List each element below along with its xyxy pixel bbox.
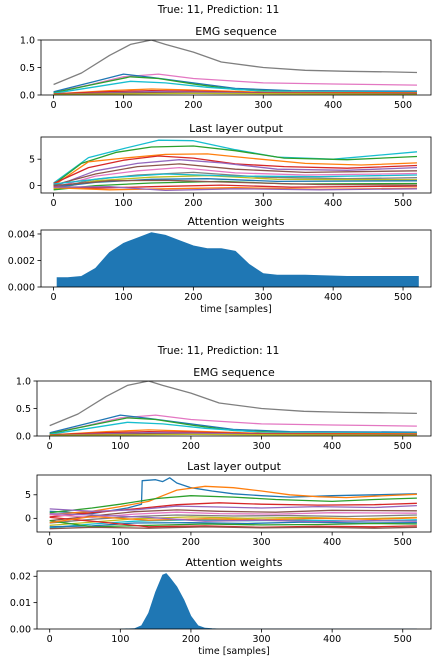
panel-title-6: Attention weights bbox=[185, 556, 282, 569]
y-tick-label-6-3: 0.02 bbox=[10, 572, 31, 583]
x-tick-label-4-6: 500 bbox=[394, 441, 412, 452]
axes-frame-2 bbox=[40, 136, 432, 194]
series-line-5-12 bbox=[49, 520, 417, 528]
series-line-4-10 bbox=[49, 433, 417, 436]
x-tick-label-3-5: 400 bbox=[324, 292, 342, 303]
attention-area-6 bbox=[120, 573, 417, 629]
x-tick-label-1-4: 300 bbox=[254, 100, 272, 111]
series-line-2-12 bbox=[53, 184, 418, 189]
y-tick-label-5-1: 0 bbox=[25, 514, 31, 525]
series-line-4-5 bbox=[49, 421, 417, 436]
x-tick-label-3-4: 300 bbox=[254, 292, 272, 303]
series-line-2-2 bbox=[53, 145, 418, 186]
series-line-5-8 bbox=[49, 514, 417, 524]
axes-frame-5 bbox=[36, 474, 432, 533]
series-line-2-1 bbox=[53, 139, 418, 184]
y-tick-label-4-2: 0.5 bbox=[16, 404, 31, 415]
x-tick-label-3-6: 500 bbox=[394, 292, 412, 303]
series-line-2-5 bbox=[53, 159, 418, 188]
x-tick-label-5-3: 200 bbox=[182, 537, 200, 548]
y-tick-label-2-1: 0 bbox=[29, 181, 35, 192]
series-line-2-4 bbox=[53, 155, 418, 185]
x-tick-label-4-3: 200 bbox=[182, 441, 200, 452]
series-line-5-11 bbox=[49, 521, 417, 528]
x-tick-label-6-2: 100 bbox=[111, 634, 129, 645]
x-tick-label-3-3: 200 bbox=[184, 292, 202, 303]
x-tick-label-6-6: 500 bbox=[394, 634, 412, 645]
y-tick-label-6-2: 0.01 bbox=[10, 598, 31, 609]
series-line-2-15 bbox=[53, 173, 418, 185]
series-line-5-15 bbox=[49, 512, 417, 523]
series-line-4-1 bbox=[49, 381, 417, 427]
axes-frame-3 bbox=[40, 229, 432, 288]
panel-title-2: Last layer output bbox=[189, 122, 283, 135]
series-line-5-5 bbox=[49, 504, 417, 512]
y-tick-label-1-1: 0.0 bbox=[20, 90, 35, 101]
x-tick-label-4-4: 300 bbox=[252, 441, 270, 452]
x-tick-label-5-4: 300 bbox=[252, 537, 270, 548]
y-tick-label-1-2: 0.5 bbox=[20, 63, 35, 74]
x-tick-label-1-1: 0 bbox=[51, 100, 57, 111]
y-tick-label-3-2: 0.002 bbox=[8, 256, 35, 267]
series-line-2-3 bbox=[53, 153, 418, 187]
x-tick-label-2-2: 100 bbox=[114, 198, 132, 209]
series-line-2-6 bbox=[53, 163, 418, 186]
x-tick-label-6-1: 0 bbox=[47, 634, 53, 645]
x-tick-label-4-5: 400 bbox=[323, 441, 341, 452]
series-line-2-7 bbox=[53, 166, 418, 189]
y-tick-label-5-2: 5 bbox=[25, 490, 31, 501]
y-tick-label-4-3: 1.0 bbox=[16, 376, 31, 387]
x-tick-label-5-5: 400 bbox=[323, 537, 341, 548]
x-tick-label-4-2: 100 bbox=[111, 441, 129, 452]
axes-frame-6 bbox=[36, 570, 432, 630]
series-line-5-1 bbox=[49, 477, 417, 515]
x-tick-label-3-2: 100 bbox=[114, 292, 132, 303]
x-tick-label-1-5: 400 bbox=[324, 100, 342, 111]
series-line-5-13 bbox=[49, 516, 417, 528]
series-line-5-14 bbox=[49, 515, 417, 524]
series-line-5-16 bbox=[49, 526, 417, 530]
series-line-2-16 bbox=[53, 179, 418, 187]
x-tick-label-2-4: 300 bbox=[254, 198, 272, 209]
x-tick-label-2-5: 400 bbox=[324, 198, 342, 209]
x-axis-label-6: time [samples] bbox=[198, 646, 269, 657]
series-line-5-2 bbox=[49, 485, 417, 516]
x-tick-label-3-1: 0 bbox=[51, 292, 57, 303]
y-tick-label-3-1: 0.000 bbox=[8, 282, 35, 293]
panel-title-4: EMG sequence bbox=[193, 366, 275, 379]
x-tick-label-1-6: 500 bbox=[394, 100, 412, 111]
y-tick-label-1-3: 1.0 bbox=[20, 35, 35, 46]
attention-area-3 bbox=[56, 232, 419, 287]
x-tick-label-1-3: 200 bbox=[184, 100, 202, 111]
y-tick-label-3-3: 0.004 bbox=[8, 229, 35, 240]
x-tick-label-6-3: 200 bbox=[182, 634, 200, 645]
series-line-1-1 bbox=[53, 40, 418, 86]
x-tick-label-2-3: 200 bbox=[184, 198, 202, 209]
x-tick-label-6-5: 400 bbox=[323, 634, 341, 645]
series-line-1-5 bbox=[53, 80, 418, 94]
series-line-2-14 bbox=[53, 186, 418, 192]
x-tick-label-4-1: 0 bbox=[47, 441, 53, 452]
x-tick-label-5-6: 500 bbox=[394, 537, 412, 548]
x-tick-label-2-1: 0 bbox=[51, 198, 57, 209]
figure-title-2: True: 11, Prediction: 11 bbox=[157, 345, 280, 357]
y-tick-label-4-1: 0.0 bbox=[16, 431, 31, 442]
x-tick-label-2-6: 500 bbox=[394, 198, 412, 209]
x-axis-label-3: time [samples] bbox=[200, 304, 271, 315]
panel-title-5: Last layer output bbox=[187, 460, 281, 473]
panel-title-3: Attention weights bbox=[187, 215, 284, 228]
figure-title-1: True: 11, Prediction: 11 bbox=[157, 4, 280, 16]
series-line-1-10 bbox=[53, 92, 418, 95]
x-tick-label-5-1: 0 bbox=[47, 537, 53, 548]
panel-title-1: EMG sequence bbox=[195, 25, 277, 38]
series-line-5-3 bbox=[49, 495, 417, 514]
x-tick-label-1-2: 100 bbox=[114, 100, 132, 111]
y-tick-label-6-1: 0.00 bbox=[10, 624, 31, 635]
y-tick-label-2-2: 5 bbox=[29, 154, 35, 165]
x-tick-label-6-4: 300 bbox=[252, 634, 270, 645]
x-tick-label-5-2: 100 bbox=[111, 537, 129, 548]
